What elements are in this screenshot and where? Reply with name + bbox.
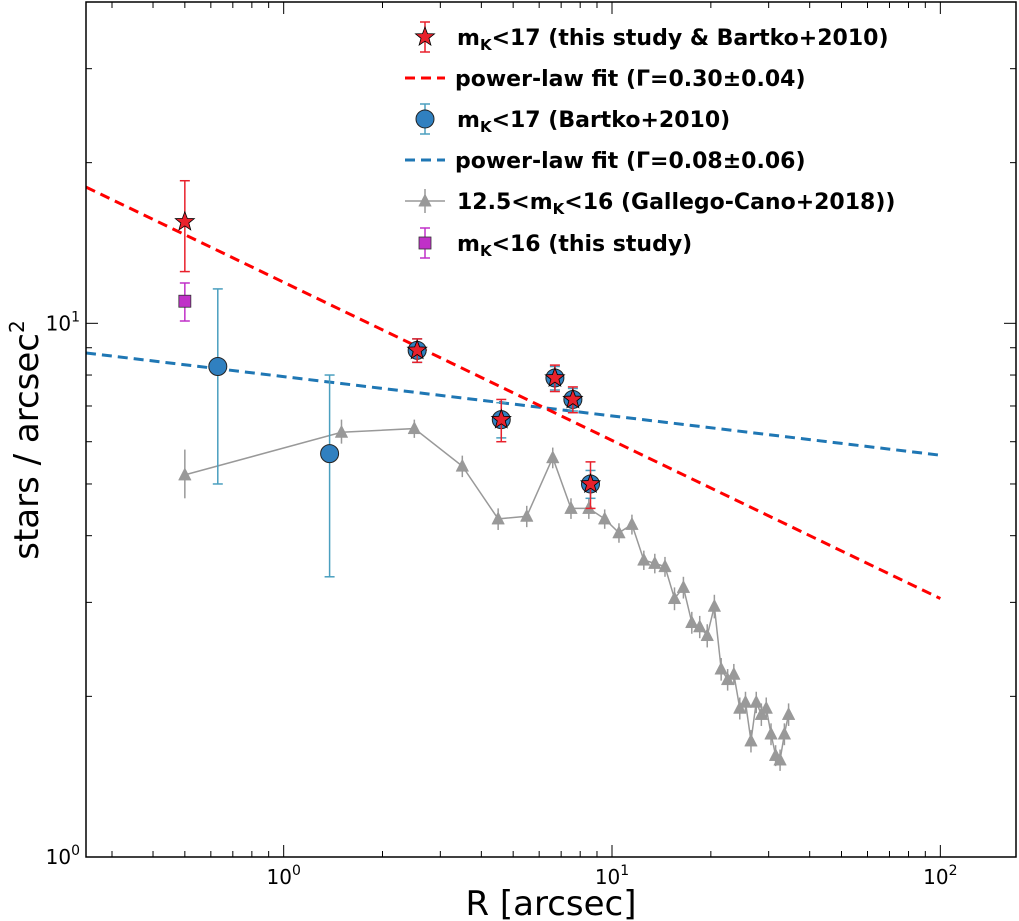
point-4-19 [700, 627, 714, 642]
legend-handle-2 [415, 109, 435, 129]
point-4-9 [597, 511, 612, 525]
legend-handle-5 [418, 236, 432, 250]
series-5 [178, 282, 192, 322]
series-2 [208, 288, 600, 578]
point-4-20 [707, 598, 722, 612]
legend-entry-1: power-law fit (Γ=0.30±0.04) [405, 67, 806, 92]
point-4-34 [781, 706, 796, 720]
point-0-2 [490, 408, 512, 429]
point-4-17 [685, 614, 699, 629]
x-tick-label-1: 101 [595, 863, 629, 889]
point-4-26 [744, 733, 758, 747]
legend-entry-0: mK<17 (this study & Bartko+2010) [414, 21, 889, 54]
legend-entry-4: 12.5<mK<16 (Gallego-Cano+2018)) [405, 189, 895, 218]
point-4-29 [759, 700, 773, 714]
series-layer [86, 179, 941, 771]
point-4-11 [625, 516, 639, 530]
point-4-1 [334, 424, 349, 438]
point-4-4 [491, 511, 505, 525]
point-0-0 [174, 210, 196, 231]
legend-label-3: power-law fit (Γ=0.08±0.06) [455, 149, 806, 174]
series-4 [178, 419, 796, 771]
plot-frame [85, 1, 1017, 858]
point-0-3 [544, 366, 566, 387]
y-tick-label-0: 100 [46, 843, 80, 869]
point-4-23 [727, 666, 741, 680]
point-4-10 [612, 525, 626, 539]
point-4-15 [667, 590, 682, 605]
legend-label-1: power-law fit (Γ=0.30±0.04) [455, 67, 806, 92]
legend-label-4: 12.5<mK<16 (Gallego-Cano+2018)) [457, 190, 895, 218]
legend-handle-0 [414, 25, 436, 47]
legend-label-2: mK<17 (Bartko+2010) [457, 108, 730, 136]
point-4-30 [764, 726, 778, 740]
legend-entry-2: mK<17 (Bartko+2010) [415, 103, 730, 136]
x-tick-label-2: 102 [923, 863, 957, 889]
point-4-7 [564, 500, 578, 514]
point-2-0 [208, 356, 228, 376]
series-line-4 [184, 427, 790, 762]
legend-handle-4 [418, 193, 432, 207]
point-4-12 [637, 552, 651, 566]
series-1 [86, 185, 941, 600]
y-tick-label-1: 101 [46, 309, 80, 335]
point-4-18 [693, 619, 707, 633]
point-2-1 [320, 444, 340, 464]
point-4-27 [749, 694, 763, 708]
legend: mK<17 (this study & Bartko+2010) power-la… [405, 21, 895, 260]
point-4-33 [777, 726, 792, 740]
point-4-32 [773, 752, 787, 766]
x-tick-label-0: 100 [266, 863, 300, 889]
point-4-8 [582, 500, 596, 514]
point-4-14 [658, 559, 672, 573]
point-4-5 [520, 508, 534, 522]
series-0 [174, 179, 602, 510]
y-axis-label-group: stars / arcsec2 [5, 320, 47, 559]
point-0-1 [406, 339, 428, 360]
fit-line-1 [86, 185, 941, 600]
legend-entry-3: power-law fit (Γ=0.08±0.06) [405, 149, 806, 174]
y-axis-label-sup: 2 [5, 320, 29, 333]
point-4-2 [407, 421, 422, 435]
point-4-0 [178, 467, 192, 481]
legend-label-5: mK<16 (this study) [457, 232, 692, 260]
point-4-16 [676, 579, 691, 593]
point-4-25 [738, 694, 753, 708]
point-4-21 [714, 661, 728, 675]
legend-label-0: mK<17 (this study & Bartko+2010) [457, 26, 889, 54]
ticks-layer: 100 101 102 100 101 [46, 1, 1016, 889]
point-4-13 [648, 555, 662, 569]
point-4-3 [455, 458, 470, 472]
svg-text:stars / arcsec2: stars / arcsec2 [5, 320, 47, 559]
point-0-4 [562, 388, 584, 409]
point-4-6 [546, 450, 560, 464]
y-axis-label: stars / arcsec [7, 333, 47, 560]
point-5-0 [178, 294, 192, 308]
legend-entry-5: mK<16 (this study) [418, 227, 692, 260]
point-0-5 [579, 472, 602, 493]
x-axis-label: R [arcsec] [465, 884, 636, 921]
